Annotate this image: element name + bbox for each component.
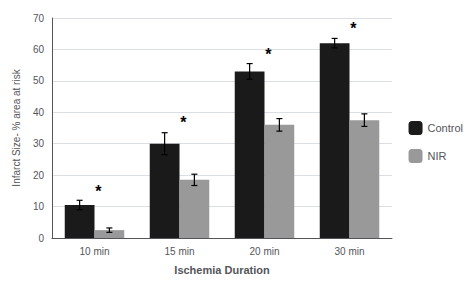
svg-text:40: 40 [33,107,45,118]
svg-text:30: 30 [33,138,45,149]
svg-text:*: * [180,114,187,131]
svg-text:*: * [265,46,272,63]
svg-text:60: 60 [33,44,45,55]
svg-text:Infarct Size- % area at risk: Infarct Size- % area at risk [11,68,22,186]
svg-text:15 min: 15 min [164,246,194,257]
svg-text:20: 20 [33,170,45,181]
svg-text:Ischemia Duration: Ischemia Duration [174,264,270,276]
svg-text:NIR: NIR [428,150,447,162]
svg-text:20 min: 20 min [249,246,279,257]
svg-text:Control: Control [428,122,463,134]
svg-text:10: 10 [33,201,45,212]
svg-text:50: 50 [33,75,45,86]
svg-text:*: * [95,183,102,200]
svg-text:30 min: 30 min [334,246,364,257]
svg-text:10 min: 10 min [79,246,109,257]
svg-text:70: 70 [33,13,45,24]
svg-text:*: * [350,20,357,37]
svg-text:0: 0 [38,233,44,244]
